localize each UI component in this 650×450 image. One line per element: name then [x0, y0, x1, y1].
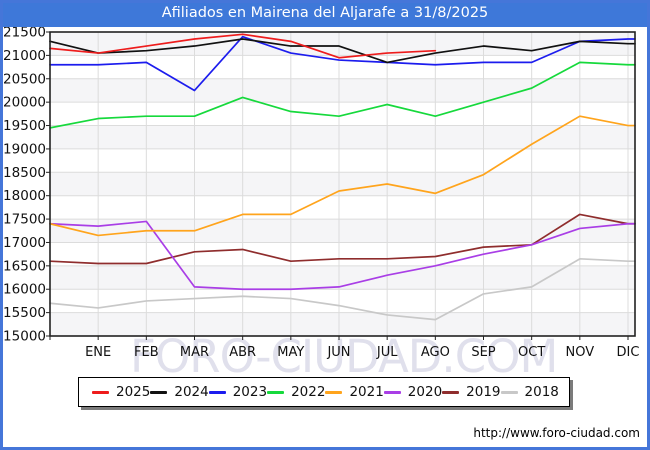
series-line-2024 [49, 38, 636, 64]
watermark: FORO-CIUDAD.COM [130, 330, 558, 383]
y-axis-label: 18000 [3, 188, 46, 204]
x-axis-label: MAR [180, 345, 209, 360]
legend-item-2021: 2021 [325, 384, 384, 400]
legend-item-2023: 2023 [208, 384, 268, 400]
legend-swatch-2022 [267, 390, 285, 394]
legend-label-2020: 2020 [407, 384, 443, 400]
plot-band [50, 219, 635, 243]
plot-band [50, 289, 635, 313]
y-axis-label: 16500 [3, 258, 46, 274]
x-axis-label: MAY [277, 345, 304, 360]
series-line-2020 [49, 220, 636, 291]
series-line-2022 [49, 61, 636, 129]
y-axis-label: 19000 [3, 141, 46, 157]
x-axis-label: SEP [471, 345, 495, 360]
plot-band [50, 312, 635, 336]
legend-swatch-2021 [325, 390, 343, 394]
legend-swatch-2024 [150, 390, 168, 394]
y-axis-label: 20500 [3, 71, 46, 87]
legend-item-2022: 2022 [267, 384, 325, 400]
y-axis-label: 21500 [3, 25, 46, 41]
plot-border [49, 31, 636, 337]
x-axis-label: JUL [376, 345, 398, 360]
y-axis-label: 16000 [3, 282, 46, 298]
plot-band [50, 102, 635, 126]
legend-item-2018: 2018 [500, 384, 559, 400]
y-axis-label: 15500 [3, 305, 46, 321]
legend-label-2022: 2022 [291, 384, 326, 400]
legend-label-2025: 2025 [116, 384, 151, 400]
plot-band [50, 125, 635, 149]
x-axis-label: ENE [85, 345, 111, 360]
legend-swatch-2019 [442, 390, 460, 394]
y-axis-label: 17000 [3, 235, 46, 251]
x-axis-label: OCT [518, 345, 545, 360]
legend-swatch-2018 [500, 390, 518, 394]
title-bar: Afiliados en Mairena del Aljarafe a 31/8… [0, 0, 650, 27]
plot-band [50, 55, 635, 79]
legend-item-2020: 2020 [383, 384, 443, 400]
y-axis-label: 18500 [3, 165, 46, 181]
y-axis-label: 17500 [3, 212, 46, 228]
x-axis-label: NOV [566, 345, 595, 360]
y-axis-label: 15000 [3, 329, 46, 345]
y-axis-label: 20000 [3, 95, 46, 111]
footer-url-link[interactable]: http://www.foro-ciudad.com [473, 426, 640, 440]
y-axis-label: 21000 [3, 48, 46, 64]
legend-item-2019: 2019 [442, 384, 501, 400]
legend-label-2019: 2019 [466, 384, 501, 400]
legend-swatch-2025 [92, 390, 109, 394]
series-line-2019 [49, 213, 636, 265]
x-axis-label: FEB [134, 345, 159, 360]
x-axis-label: DIC [617, 345, 640, 360]
plot-band [50, 148, 635, 173]
legend-item-2024: 2024 [150, 384, 209, 400]
legend-item-2025: 2025 [92, 384, 150, 400]
plot-band [50, 32, 635, 56]
x-axis-label: ABR [229, 345, 256, 360]
legend-label-2023: 2023 [232, 384, 268, 400]
chart-legend: 2025 2024 2023 2022 2021 2020 2019 2018 [78, 377, 570, 407]
plot-band [50, 195, 635, 220]
series-line-2023 [49, 35, 636, 92]
legend-swatch-2023 [208, 390, 226, 394]
x-axis-label: JUN [326, 345, 350, 360]
series-line-2025 [49, 33, 437, 59]
plot-band [50, 242, 635, 266]
legend-label-2021: 2021 [349, 384, 384, 400]
series-line-2021 [49, 115, 636, 237]
page-title: Afiliados en Mairena del Aljarafe a 31/8… [161, 5, 489, 21]
plot-band [50, 265, 635, 290]
legend-label-2018: 2018 [524, 384, 559, 400]
legend-label-2024: 2024 [174, 384, 209, 400]
legend-swatch-2020 [383, 390, 401, 394]
series-line-2018 [49, 257, 636, 321]
y-axis-label: 19500 [3, 118, 46, 134]
plot-band [50, 172, 635, 196]
x-axis-label: AGO [421, 345, 450, 360]
plot-band [50, 78, 635, 103]
